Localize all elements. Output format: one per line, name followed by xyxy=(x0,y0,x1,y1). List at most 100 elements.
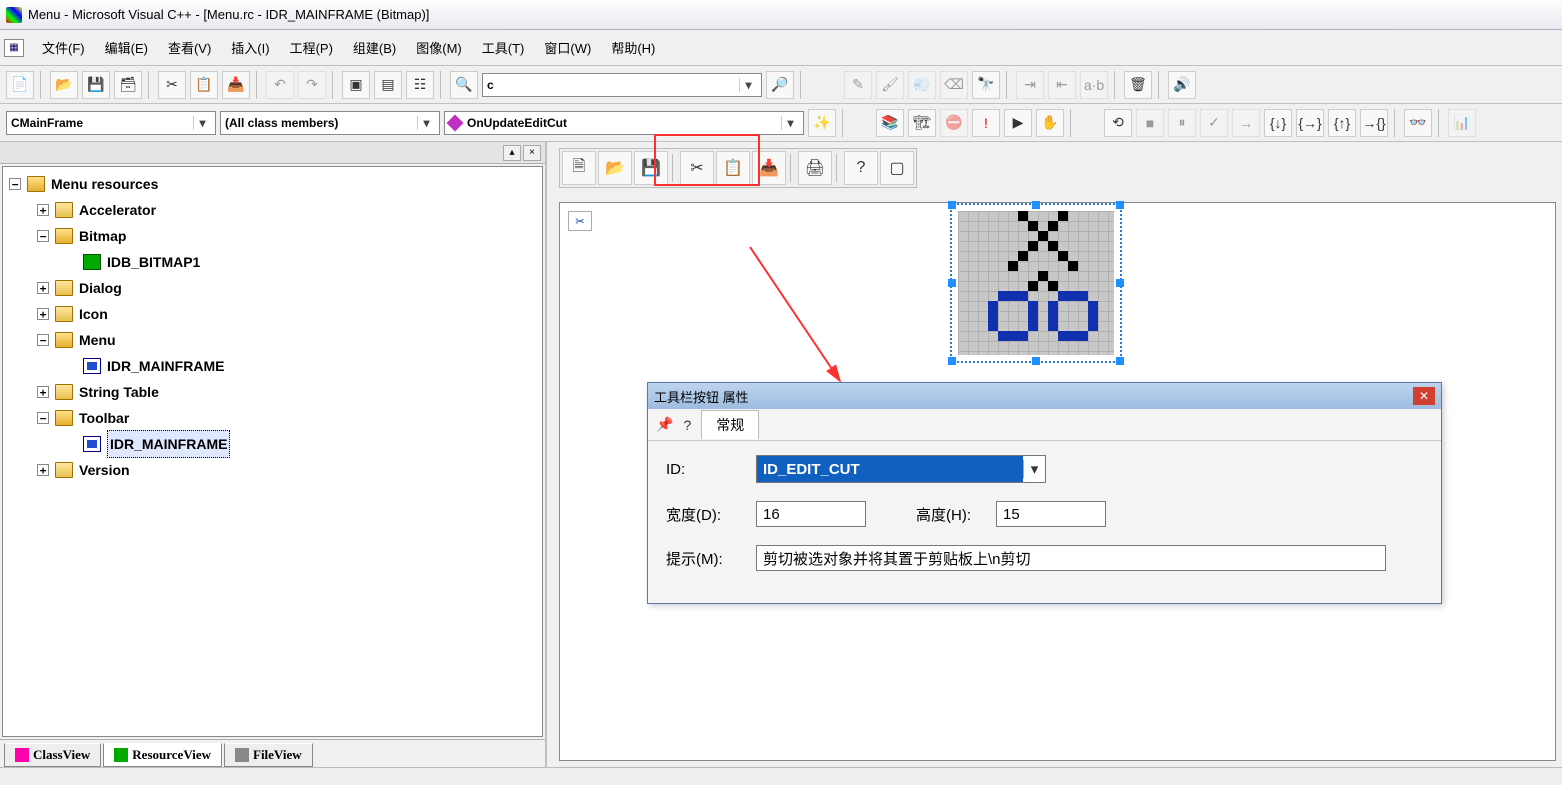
tree-node[interactable]: +Accelerator xyxy=(5,197,540,223)
step-out-icon[interactable]: {↑} xyxy=(1328,109,1356,137)
pencil-icon[interactable]: ✎ xyxy=(844,71,872,99)
tree-node[interactable]: IDB_BITMAP1 xyxy=(5,249,540,275)
tree-node[interactable]: IDR_MAINFRAME xyxy=(5,353,540,379)
print-icon[interactable]: 🖨 xyxy=(798,151,832,185)
expander-plus-icon[interactable]: + xyxy=(37,464,49,476)
tree-root[interactable]: − Menu resources xyxy=(5,171,540,197)
pushpin-icon[interactable]: 📌 xyxy=(656,416,673,433)
chevron-down-icon[interactable]: ▾ xyxy=(417,116,435,130)
step-over-icon[interactable]: {→} xyxy=(1296,109,1324,137)
menu-project[interactable]: 工程(P) xyxy=(282,34,341,61)
find-combo[interactable]: c ▾ xyxy=(482,73,762,97)
help-icon[interactable]: ? xyxy=(844,151,878,185)
expander-plus-icon[interactable]: + xyxy=(37,204,49,216)
expander-plus-icon[interactable]: + xyxy=(37,308,49,320)
watch-icon[interactable]: 📊 xyxy=(1448,109,1476,137)
chevron-down-icon[interactable]: ▾ xyxy=(781,116,799,130)
undo-button[interactable]: ↶ xyxy=(266,71,294,99)
height-input[interactable] xyxy=(996,501,1106,527)
step-into-icon[interactable]: {↓} xyxy=(1264,109,1292,137)
menu-tools[interactable]: 工具(T) xyxy=(474,34,533,61)
tree-node[interactable]: +Version xyxy=(5,457,540,483)
expander-plus-icon[interactable]: + xyxy=(37,282,49,294)
new-button-icon[interactable]: ▢ xyxy=(880,151,914,185)
output-button[interactable]: ▤ xyxy=(374,71,402,99)
tab-resourceview[interactable]: ResourceView xyxy=(103,743,222,767)
find-button[interactable]: 🔎 xyxy=(766,71,794,99)
expander-minus-icon[interactable]: − xyxy=(37,334,49,346)
copy-button[interactable]: 📋 xyxy=(190,71,218,99)
run-to-cursor-icon[interactable]: →{} xyxy=(1360,109,1388,137)
menu-edit[interactable]: 编辑(E) xyxy=(97,34,156,61)
sidebar-dock-icon[interactable]: ▴ xyxy=(503,145,521,161)
breakpoint-hand-icon[interactable]: ✋ xyxy=(1036,109,1064,137)
menu-help[interactable]: 帮助(H) xyxy=(603,34,663,61)
outdent-icon[interactable]: ⇤ xyxy=(1048,71,1076,99)
dialog-tab-general[interactable]: 常规 xyxy=(701,410,759,439)
new-icon[interactable]: 🗎 xyxy=(562,151,596,185)
dialog-close-button[interactable]: ✕ xyxy=(1413,387,1435,405)
show-next-icon[interactable]: → xyxy=(1232,109,1260,137)
menu-view[interactable]: 查看(V) xyxy=(160,34,219,61)
menu-image[interactable]: 图像(M) xyxy=(408,34,470,61)
speaker-icon[interactable]: 🔊 xyxy=(1168,71,1196,99)
menu-file[interactable]: 文件(F) xyxy=(34,34,93,61)
tree-node[interactable]: +Icon xyxy=(5,301,540,327)
binoculars-icon[interactable]: 🔭 xyxy=(972,71,1000,99)
expander-minus-icon[interactable]: − xyxy=(37,230,49,242)
indent-icon[interactable]: ⇥ xyxy=(1016,71,1044,99)
member-combo[interactable]: OnUpdateEditCut ▾ xyxy=(444,111,804,135)
prompt-input[interactable]: 剪切被选对象并将其置于剪贴板上\n剪切 xyxy=(756,545,1386,571)
redo-button[interactable]: ↷ xyxy=(298,71,326,99)
eraser-icon[interactable]: ⌫ xyxy=(940,71,968,99)
workspace-button[interactable]: ▣ xyxy=(342,71,370,99)
ab-icon[interactable]: a·b xyxy=(1080,71,1108,99)
quickwatch-icon[interactable]: 👓 xyxy=(1404,109,1432,137)
tab-fileview[interactable]: FileView xyxy=(224,743,313,767)
menu-build[interactable]: 组建(B) xyxy=(345,34,404,61)
cut-button[interactable]: ✂ xyxy=(158,71,186,99)
tab-classview[interactable]: ClassView xyxy=(4,743,101,767)
stack-icon[interactable]: 📚 xyxy=(876,109,904,137)
break-icon[interactable]: ⏸ xyxy=(1168,109,1196,137)
stop-build-icon[interactable]: ⛔ xyxy=(940,109,968,137)
expander-minus-icon[interactable]: − xyxy=(37,412,49,424)
open-button[interactable]: 📂 xyxy=(50,71,78,99)
tree-node[interactable]: +String Table xyxy=(5,379,540,405)
expander-minus-icon[interactable]: − xyxy=(9,178,21,190)
execute-icon[interactable]: ! xyxy=(972,109,1000,137)
find-in-files-button[interactable]: 🔍 xyxy=(450,71,478,99)
class-combo[interactable]: CMainFrame ▾ xyxy=(6,111,216,135)
brush-icon[interactable]: 🖌 xyxy=(876,71,904,99)
chevron-down-icon[interactable]: ▾ xyxy=(1023,460,1045,478)
properties-dialog[interactable]: 工具栏按钮 属性 ✕ 📌 ? 常规 ID: ID_EDIT_CUT ▾ 宽度(D… xyxy=(647,382,1442,604)
go-icon[interactable]: ▶ xyxy=(1004,109,1032,137)
new-text-button[interactable]: 📄 xyxy=(6,71,34,99)
pixel-editor[interactable] xyxy=(950,203,1122,363)
resource-tree[interactable]: − Menu resources +Accelerator−BitmapIDB_… xyxy=(2,166,543,737)
airbrush-icon[interactable]: 💨 xyxy=(908,71,936,99)
chevron-down-icon[interactable]: ▾ xyxy=(739,78,757,92)
menu-insert[interactable]: 插入(I) xyxy=(223,34,277,61)
tree-node[interactable]: +Dialog xyxy=(5,275,540,301)
paste-button[interactable]: 📥 xyxy=(222,71,250,99)
window-list-button[interactable]: ☷ xyxy=(406,71,434,99)
apply-icon[interactable]: ✓ xyxy=(1200,109,1228,137)
dialog-titlebar[interactable]: 工具栏按钮 属性 ✕ xyxy=(648,383,1441,409)
expander-plus-icon[interactable]: + xyxy=(37,386,49,398)
save-button[interactable]: 💾 xyxy=(82,71,110,99)
help-icon[interactable]: ? xyxy=(683,417,691,433)
tree-node[interactable]: IDR_MAINFRAME xyxy=(5,431,540,457)
tree-node[interactable]: −Menu xyxy=(5,327,540,353)
filter-combo[interactable]: (All class members) ▾ xyxy=(220,111,440,135)
trash-icon[interactable]: 🗑 xyxy=(1124,71,1152,99)
sidebar-close-icon[interactable]: × xyxy=(523,145,541,161)
tree-node[interactable]: −Bitmap xyxy=(5,223,540,249)
mdi-system-icon[interactable]: ▦ xyxy=(4,39,24,57)
save-all-button[interactable]: 🗃 xyxy=(114,71,142,99)
menu-window[interactable]: 窗口(W) xyxy=(536,34,599,61)
width-input[interactable] xyxy=(756,501,866,527)
chevron-down-icon[interactable]: ▾ xyxy=(193,116,211,130)
wand-icon[interactable]: ✨ xyxy=(808,109,836,137)
build-icon[interactable]: 🏗 xyxy=(908,109,936,137)
